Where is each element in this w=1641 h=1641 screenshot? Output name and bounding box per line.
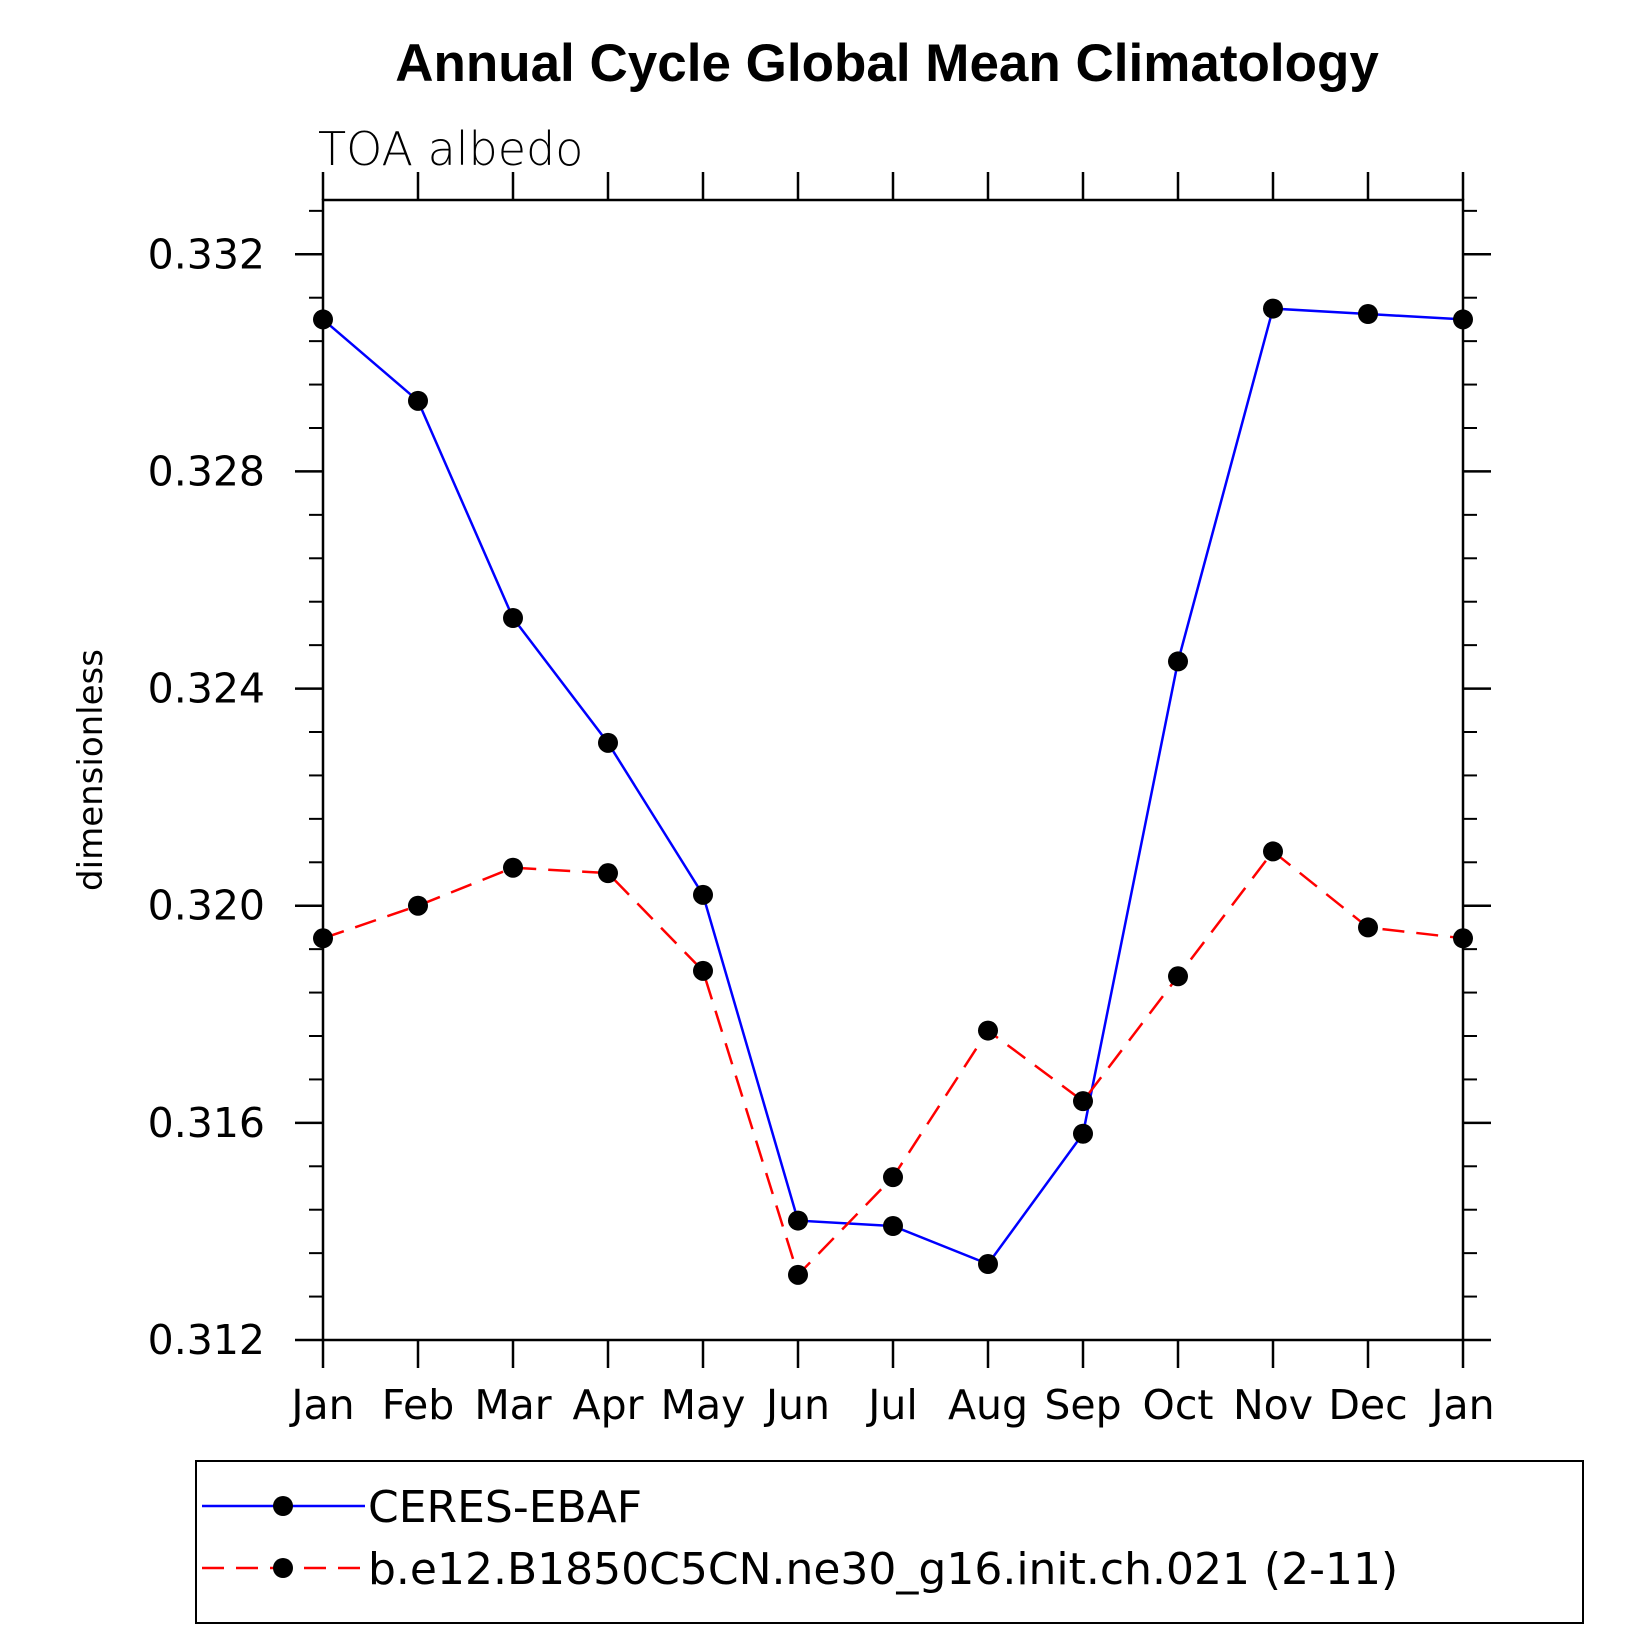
x-tick-label: Dec [1328,1381,1407,1429]
x-tick-label: Nov [1233,1381,1313,1429]
axes: 0.312 0.316 0.320 0.324 0.328 0.332 Jan Feb Mar A… [148,172,1495,1429]
series-1-point [408,390,428,411]
series-2-point [978,1020,998,1041]
series-2-point [1358,917,1378,938]
y-tick-label: 0.332 [148,230,265,278]
legend-marker-1 [273,1496,293,1516]
y-tick-label: 0.316 [148,1099,265,1147]
chart-title: Annual Cycle Global Mean Climatology [395,34,1379,93]
series-1-point [503,608,523,628]
x-tick-label: Mar [474,1381,551,1429]
legend: CERES-EBAF b.e12.B1850C5CN.ne30_g16.init.… [195,1460,1584,1624]
x-tick-label: Jul [865,1381,917,1429]
series-2-point [313,928,333,949]
series-1-point [1358,304,1378,324]
x-tick-label: Jan [1428,1381,1494,1429]
legend-marker-2 [273,1558,293,1578]
series-2-point [1168,966,1188,987]
x-tick-label: May [661,1381,746,1429]
series-2-point [693,960,713,981]
series-2-point [598,863,618,884]
x-tick-label: Aug [948,1381,1028,1429]
series-1-point [693,884,713,905]
series-line-2 [322,849,1464,1278]
series-1-point [1073,1123,1093,1144]
series-1-point [313,309,333,330]
legend-label-1: CERES-EBAF [368,1482,642,1533]
series-2-point [1073,1091,1093,1112]
x-tick-label: Feb [382,1381,455,1429]
legend-box [195,1460,1584,1624]
x-tick-label: Oct [1143,1381,1214,1429]
chart-subtitle: TOA albedo [318,122,583,176]
series-2-point [503,857,523,878]
series-1-point [1453,309,1473,330]
series-2-point [1453,928,1473,949]
x-tick-label: Jun [763,1381,830,1429]
x-tick-label: Sep [1044,1381,1121,1429]
series-1-point [598,732,618,753]
x-tick-label: Apr [573,1381,644,1429]
y-tick-label: 0.320 [148,882,265,930]
x-tick-label: Jan [288,1381,354,1429]
y-tick-label: 0.324 [148,665,265,713]
series-1-point [788,1210,808,1231]
series-1-point [1263,298,1283,319]
series-1-point [1168,651,1188,672]
series-layer [313,298,1473,1285]
series-2-point [788,1264,808,1285]
y-tick-label: 0.328 [148,447,265,495]
series-1-point [978,1254,998,1274]
series-2-point [408,895,428,916]
series-line-1 [322,307,1464,1266]
series-2-point [883,1167,903,1188]
y-axis-label: dimensionless [71,649,111,891]
series-1-point [883,1216,903,1236]
y-tick-label: 0.312 [148,1316,265,1364]
legend-label-2: b.e12.B1850C5CN.ne30_g16.init.ch.021 (2-… [368,1544,1398,1595]
series-2-point [1263,841,1283,862]
